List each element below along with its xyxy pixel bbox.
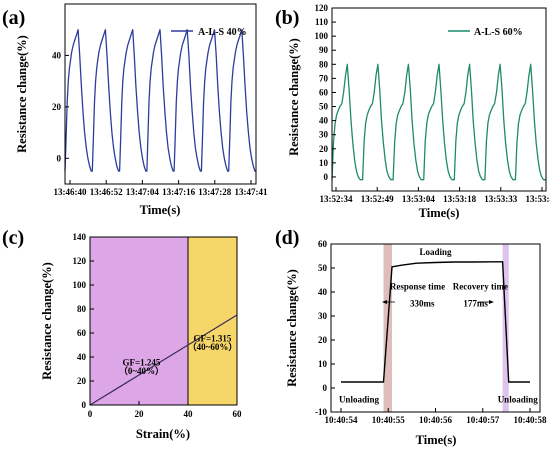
panel-b-frame bbox=[331, 7, 547, 192]
panel-d-annotation: Unloading bbox=[498, 394, 539, 404]
panel-b-y-tick-label: 110 bbox=[315, 17, 329, 27]
panel-b-y-tick-label: 10 bbox=[319, 158, 329, 168]
panel-d-y-tick-label: 20 bbox=[318, 335, 328, 345]
panel-d-annotation: 330ms bbox=[410, 298, 435, 308]
panel-b-legend-label: A-L-S 60% bbox=[474, 27, 523, 38]
panel-a-series-line bbox=[64, 29, 256, 172]
panel-b-plot-area bbox=[332, 8, 546, 191]
panel-b-y-tick-label: 60 bbox=[319, 87, 329, 97]
panel-d-series-line bbox=[341, 261, 530, 383]
panel-d-y-axis-label: Resistance change(%) bbox=[285, 269, 299, 387]
panel-c-y-tick-label: 0 bbox=[82, 400, 87, 410]
panel-a-legend-label: A-L-S 40% bbox=[198, 27, 247, 38]
panel-c-x-axis-label: Strain(%) bbox=[136, 427, 190, 441]
panel-c-y-tick-label: 120 bbox=[73, 256, 87, 266]
panel-b-y-tick-label: 70 bbox=[319, 73, 329, 83]
panel-d-annotation: 177ms bbox=[463, 298, 488, 308]
panel-d-arrows bbox=[382, 300, 494, 304]
panel-b-legend: A-L-S 60% bbox=[448, 27, 523, 38]
panel-b-y-tick-label: 50 bbox=[319, 102, 329, 112]
panel-b-y-tick-label: 80 bbox=[319, 59, 329, 69]
panel-a-y-axis-label: Resistance change(%) bbox=[15, 35, 29, 153]
panel-c-y-tick-label: 20 bbox=[77, 376, 87, 386]
panel-c-annotation: （40~60%） bbox=[188, 342, 238, 352]
panel-b-x-axis-label: Time(s) bbox=[419, 206, 460, 220]
panel-b-x-tick-label: 13:52:34 bbox=[320, 194, 353, 204]
panel-c-frame bbox=[89, 236, 238, 406]
panel-b-y-tick-label: 100 bbox=[315, 31, 329, 41]
panel-a-x-tick-label: 13:47:04 bbox=[126, 187, 159, 197]
panel-a-x-tick-label: 13:47:16 bbox=[162, 187, 195, 197]
panel-c-y-tick-label: 80 bbox=[77, 304, 87, 314]
panel-c-region-2 bbox=[188, 237, 237, 405]
panel-d-x-axis-label: Time(s) bbox=[416, 433, 457, 447]
panel-b-x-tick-label: 13:53:18 bbox=[443, 194, 476, 204]
panel-b-y-axis-label: Resistance change(%) bbox=[287, 38, 301, 156]
panel-d-y-tick-label: 10 bbox=[318, 359, 328, 369]
panel-c-annotation: GF=1.315 bbox=[194, 333, 232, 343]
panel-a-x-tick-label: 13:46:52 bbox=[90, 187, 123, 197]
panel-d-x-tick-label: 10:40:54 bbox=[325, 415, 358, 425]
panel-d-y-tick-label: 0 bbox=[323, 383, 328, 393]
panel-c-annotation: GF=1.245 bbox=[123, 357, 161, 367]
panel-a-y-tick-label: 20 bbox=[52, 102, 62, 112]
panel-a-x-tick-label: 13:47:41 bbox=[235, 187, 268, 197]
panel-a-label: (a) bbox=[2, 7, 25, 29]
panel-b-x-tick-label: 13:53:33 bbox=[484, 194, 517, 204]
recovery-arrow-head bbox=[489, 300, 494, 304]
panel-d-annotation: Unloading bbox=[339, 394, 380, 404]
panel-b-x-tick-label: 13:53:48 bbox=[526, 194, 550, 204]
panel-d-y-tick-label: 30 bbox=[318, 311, 328, 321]
panel-d-x-tick-label: 10:40:57 bbox=[466, 415, 499, 425]
panel-a-y-tick-label: 40 bbox=[52, 50, 62, 60]
panel-a-frame bbox=[64, 3, 257, 185]
panel-b-series-line bbox=[331, 63, 546, 181]
panel-d-annotation: Response time bbox=[390, 282, 445, 292]
panel-b-y-tick-label: 90 bbox=[319, 45, 329, 55]
panel-a-legend: A-L-S 40% bbox=[171, 27, 247, 38]
panel-c-x-tick-label: 20 bbox=[135, 409, 145, 419]
panel-d-annotation: Recovery time bbox=[453, 282, 508, 292]
panel-c-annotation: （0~40%） bbox=[119, 366, 164, 376]
panel-a-y-tick-label: 0 bbox=[57, 153, 62, 163]
panel-b-label: (b) bbox=[275, 7, 299, 29]
panel-a-x-tick-label: 13:47:28 bbox=[198, 187, 231, 197]
panel-b-y-tick-label: 20 bbox=[319, 144, 329, 154]
panel-d-y-tick-label: -10 bbox=[315, 407, 327, 417]
panel-a-x-tick-label: 13:46:40 bbox=[54, 187, 87, 197]
panel-b-y-tick-label: 30 bbox=[319, 130, 329, 140]
panel-b-y-tick-label: 40 bbox=[319, 116, 329, 126]
response-arrow-head bbox=[382, 300, 387, 304]
panel-c-label: (c) bbox=[2, 227, 24, 249]
panel-c-y-tick-label: 100 bbox=[73, 280, 87, 290]
panel-c-y-tick-label: 40 bbox=[77, 352, 87, 362]
panel-b-y-tick-label: 120 bbox=[315, 3, 329, 13]
panel-b-x-tick-label: 13:53:04 bbox=[402, 194, 435, 204]
panel-b-x-tick-label: 13:52:49 bbox=[361, 194, 394, 204]
panel-d-x-tick-label: 10:40:56 bbox=[419, 415, 452, 425]
panel-c-x-tick-label: 60 bbox=[233, 409, 243, 419]
panel-c-y-tick-label: 60 bbox=[77, 328, 87, 338]
panel-b-y-tick-label: 0 bbox=[324, 172, 329, 182]
panel-c-y-axis-label: Resistance change(%) bbox=[40, 262, 54, 380]
panel-d-label: (d) bbox=[275, 227, 299, 249]
panel-c-x-tick-label: 0 bbox=[88, 409, 93, 419]
panel-c-region-1 bbox=[90, 237, 188, 405]
panel-d: (d) -10 0 10 20 30 40 50 60 10:40:54 10:40:55 10:… bbox=[275, 227, 547, 447]
panel-a-x-axis-label: Time(s) bbox=[140, 203, 181, 217]
panel-d-x-tick-label: 10:40:55 bbox=[372, 415, 405, 425]
panel-c-x-tick-label: 40 bbox=[184, 409, 194, 419]
panel-c-y-tick-label: 140 bbox=[73, 232, 87, 242]
panel-d-x-tick-label: 10:40:58 bbox=[514, 415, 547, 425]
panel-d-annotation: Loading bbox=[419, 247, 452, 257]
panel-b: (b) 0 10 20 30 40 50 60 70 80 90 100 110 120 13:52:3… bbox=[275, 3, 550, 220]
panel-d-y-tick-label: 50 bbox=[318, 263, 328, 273]
panel-d-y-tick-label: 60 bbox=[318, 239, 328, 249]
panel-d-y-tick-label: 40 bbox=[318, 287, 328, 297]
panel-c-series-line bbox=[89, 314, 238, 406]
